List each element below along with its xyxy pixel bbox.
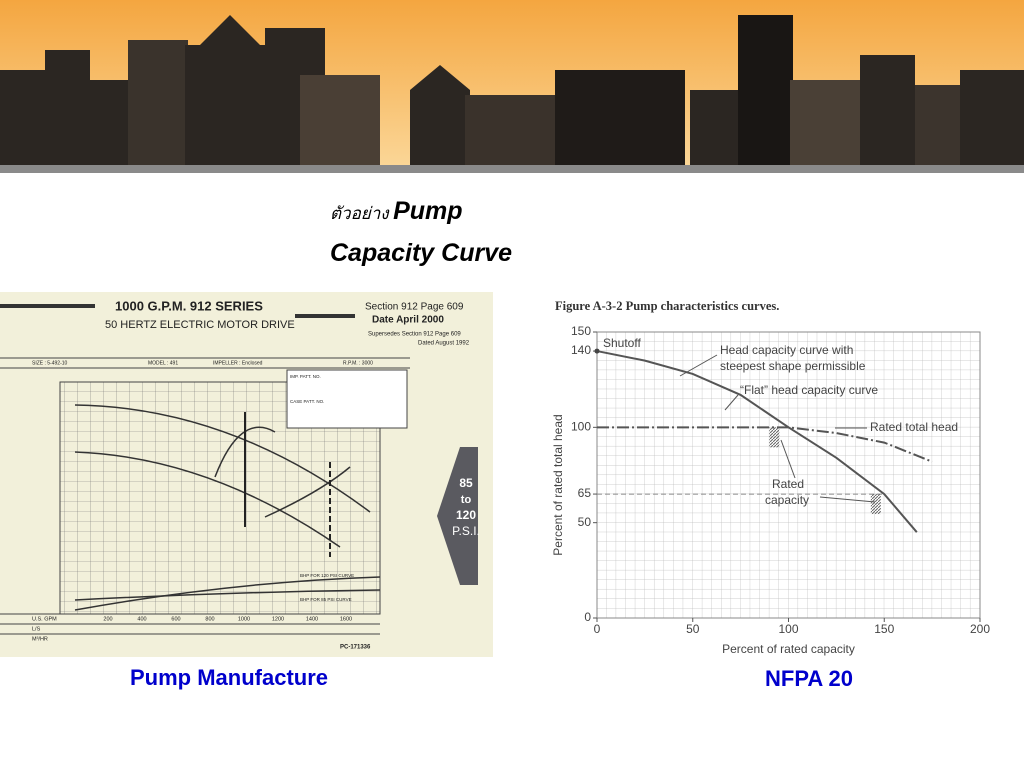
- sheet-text: 120: [456, 508, 476, 522]
- leader: [724, 394, 739, 411]
- sheet-text: MODEL : 491: [148, 360, 178, 366]
- sheet-text: 600: [171, 616, 180, 622]
- sheet-text: 1400: [306, 616, 318, 622]
- leader: [780, 439, 796, 479]
- sheet-text: 1600: [340, 616, 352, 622]
- skyline-banner: [0, 0, 1024, 173]
- leader: [819, 496, 876, 503]
- sheet-text: 50 HERTZ ELECTRIC MOTOR DRIVE: [105, 319, 295, 331]
- sheet-text: to: [461, 494, 472, 506]
- annotation: “Flat” head capacity curve: [740, 383, 878, 397]
- y-tick-label: 100: [571, 420, 591, 434]
- x-tick-label: 100: [778, 622, 798, 636]
- hatch: [870, 494, 881, 515]
- annotation: steepest shape permissible: [720, 359, 866, 373]
- caption-right: NFPA 20: [765, 666, 854, 691]
- sheet-text: PC-171336: [340, 645, 371, 651]
- sheet-text: P.S.I.: [452, 524, 480, 538]
- x-tick-label: 0: [594, 622, 601, 636]
- annotation: Shutoff: [603, 336, 641, 350]
- sheet-text: Date April 2000: [372, 315, 444, 326]
- nfpa-figure: Figure A-3-2 Pump characteristics curves…: [545, 292, 1015, 667]
- manufacturer-sheet: 1000 G.P.M. 912 SERIES 50 HERTZ ELECTRIC …: [0, 292, 493, 657]
- y-tick-label: 0: [584, 610, 591, 624]
- sheet-text: IMP. PATT. NO.: [290, 374, 321, 379]
- sheet-text: SIZE : 5-492-10: [32, 360, 68, 366]
- slide-title: ตัวอย่าง Pump Capacity Curve: [330, 192, 512, 276]
- leader: [679, 354, 718, 377]
- annotation: Head capacity curve with: [720, 343, 853, 357]
- curve: [597, 426, 933, 463]
- y-tick-label: 150: [571, 324, 591, 338]
- sheet-text: BHP FOR 85 PSI CURVE: [300, 597, 352, 602]
- curve: [596, 350, 918, 533]
- sheet-text: CASE PATT. NO.: [290, 399, 324, 404]
- sheet-text: 400: [137, 616, 146, 622]
- sheet-text: Supersedes Section 912 Page 609: [368, 332, 461, 338]
- x-tick-label: 200: [970, 622, 990, 636]
- sheet-text: IMPELLER : Enclosed: [213, 360, 263, 366]
- sheet-text: Section 912 Page 609: [365, 302, 464, 313]
- annotation: Rated: [772, 477, 804, 491]
- sheet-text: 800: [205, 616, 214, 622]
- y-tick-label: 50: [578, 515, 592, 529]
- sheet-text: M³/HR: [32, 636, 48, 642]
- sheet-text: 1200: [272, 616, 284, 622]
- y-tick-label: 65: [578, 486, 592, 500]
- sheet-text: 200: [103, 616, 112, 622]
- x-tick-label: 150: [874, 622, 894, 636]
- sheet-text: 85: [459, 476, 473, 490]
- sheet-text: 1000: [238, 616, 250, 622]
- sheet-text: U.S. GPM: [32, 616, 57, 622]
- x-tick-label: 50: [686, 622, 700, 636]
- y-axis-label: Percent of rated total head: [551, 414, 565, 555]
- hatch: [769, 427, 780, 448]
- title-en: Pump: [393, 197, 463, 225]
- annotation: Rated total head: [870, 420, 958, 434]
- annotation: capacity: [765, 493, 809, 507]
- shutoff-point: [594, 348, 600, 354]
- sheet-text: L/S: [32, 626, 41, 632]
- x-axis-label: Percent of rated capacity: [722, 642, 855, 656]
- figure-title: Figure A-3-2 Pump characteristics curves…: [555, 299, 779, 313]
- sheet-text: BHP FOR 120 PSI CURVE: [300, 573, 354, 578]
- sheet-text: Dated August 1992: [418, 341, 470, 347]
- sheet-text: 1000 G.P.M. 912 SERIES: [115, 298, 263, 313]
- caption-left: Pump Manufacture: [130, 665, 329, 690]
- sheet-text: R.P.M. : 3000: [343, 360, 373, 366]
- title-thai: ตัวอย่าง: [330, 204, 389, 224]
- y-tick-label: 140: [571, 343, 591, 357]
- title-en: Capacity Curve: [330, 239, 513, 267]
